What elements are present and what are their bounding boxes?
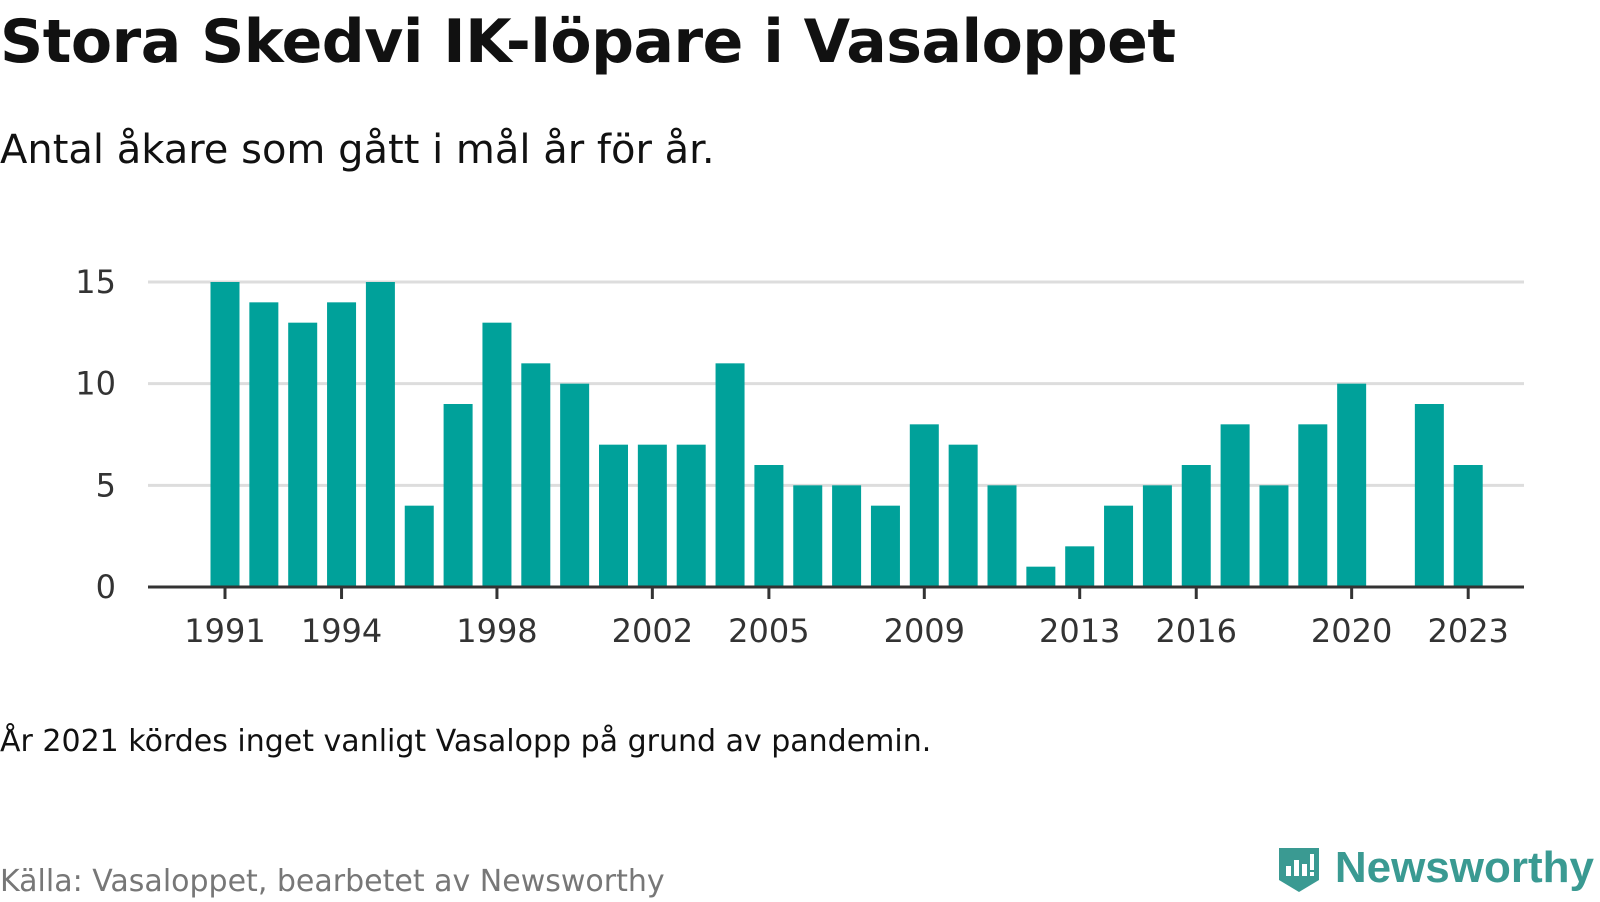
- bar: [676, 444, 706, 587]
- bar: [987, 485, 1017, 587]
- y-tick-label: 0: [96, 568, 116, 606]
- bar: [948, 444, 978, 587]
- x-tick-label: 2009: [884, 612, 965, 650]
- bar: [870, 505, 900, 587]
- bar: [327, 302, 357, 587]
- source-credit: Källa: Vasaloppet, bearbetet av Newswort…: [0, 864, 665, 899]
- bar: [637, 444, 667, 587]
- chart-subtitle: Antal åkare som gått i mål år för år.: [0, 127, 715, 173]
- bar: [1065, 546, 1095, 587]
- bar: [210, 282, 240, 587]
- bar: [793, 485, 823, 587]
- bar: [909, 424, 939, 587]
- bar: [1414, 404, 1444, 587]
- bar: [249, 302, 279, 587]
- y-tick-label: 10: [75, 365, 116, 403]
- brand-name: Newsworthy: [1334, 843, 1594, 892]
- x-tick-label: 2016: [1156, 612, 1237, 650]
- y-tick-label: 15: [75, 263, 116, 301]
- bar: [1337, 383, 1367, 587]
- bar: [288, 322, 318, 587]
- bar-chart: 0 5 10 15 1991 1994 1998 2002 2005 2009 2013 2016 20…: [75, 263, 1524, 650]
- x-tick-label: 2002: [612, 612, 693, 650]
- bar: [599, 444, 628, 587]
- bar: [404, 505, 434, 587]
- bar: [1026, 566, 1056, 587]
- x-tick-label: 1994: [301, 612, 382, 650]
- bar: [715, 363, 745, 587]
- bar: [1104, 505, 1134, 587]
- bar: [754, 465, 784, 587]
- x-tick-label: 1998: [456, 612, 537, 650]
- bar: [1181, 465, 1211, 587]
- bar: [443, 404, 473, 587]
- x-tick-label: 1991: [184, 612, 265, 650]
- bar: [1220, 424, 1250, 587]
- bar: [521, 363, 551, 587]
- chart-title: Stora Skedvi IK-löpare i Vasaloppet: [0, 7, 1176, 77]
- bar: [1453, 465, 1483, 587]
- chart-note: År 2021 kördes inget vanligt Vasalopp på…: [0, 724, 932, 759]
- newsworthy-logo-icon: [1278, 848, 1319, 892]
- x-tick-label: 2013: [1039, 612, 1120, 650]
- y-tick-label: 5: [96, 466, 116, 504]
- bar: [365, 282, 395, 587]
- bar: [1298, 424, 1328, 587]
- x-tick-label: 2005: [728, 612, 809, 650]
- x-tick-label: 2023: [1427, 612, 1508, 650]
- bar: [482, 322, 512, 587]
- bar: [832, 485, 862, 587]
- bar: [1142, 485, 1172, 587]
- bar: [560, 383, 590, 587]
- x-tick-label: 2020: [1311, 612, 1392, 650]
- brand: Newsworthy: [1273, 842, 1594, 894]
- bar: [1259, 485, 1289, 587]
